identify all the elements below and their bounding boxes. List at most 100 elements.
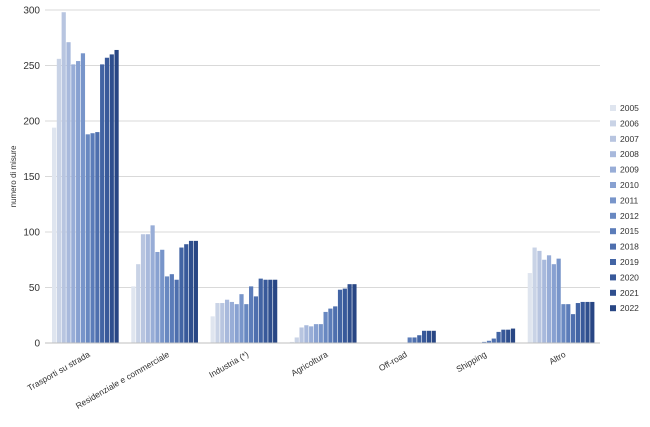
bar bbox=[546, 255, 552, 343]
legend-swatch bbox=[610, 305, 616, 312]
legend-swatch bbox=[610, 197, 616, 204]
bar bbox=[155, 251, 160, 343]
y-tick-label: 50 bbox=[29, 283, 41, 294]
y-tick-label: 300 bbox=[23, 6, 40, 17]
bar bbox=[561, 304, 566, 343]
legend-swatch bbox=[610, 259, 616, 265]
legend-swatch bbox=[610, 274, 616, 281]
y-tick-label: 250 bbox=[23, 61, 40, 72]
bars bbox=[52, 12, 595, 344]
bar bbox=[85, 134, 90, 343]
bar bbox=[224, 299, 230, 343]
bar bbox=[150, 225, 155, 343]
bar bbox=[253, 296, 259, 343]
x-category-label: Shipping bbox=[454, 349, 488, 374]
bar bbox=[318, 324, 323, 343]
bar bbox=[66, 42, 71, 343]
legend-label: 2005 bbox=[620, 103, 639, 113]
bar bbox=[215, 303, 220, 343]
bar bbox=[210, 316, 215, 343]
bar bbox=[273, 279, 278, 343]
bar bbox=[61, 12, 66, 343]
bar bbox=[417, 335, 422, 343]
bar bbox=[537, 250, 542, 343]
legend-label: 2007 bbox=[620, 134, 639, 144]
bar bbox=[333, 306, 338, 343]
bar bbox=[268, 279, 273, 343]
bar bbox=[164, 276, 170, 343]
bar bbox=[104, 57, 110, 343]
bar bbox=[313, 324, 319, 343]
bar bbox=[496, 331, 501, 343]
bar bbox=[304, 325, 309, 343]
bar bbox=[220, 303, 225, 343]
bar bbox=[542, 259, 547, 343]
bar bbox=[160, 249, 165, 343]
bar bbox=[193, 240, 198, 343]
y-axis: 0 50 100 150 200 250 300 bbox=[23, 6, 40, 350]
bar bbox=[328, 308, 333, 343]
bar bbox=[347, 284, 352, 343]
bar bbox=[229, 301, 235, 343]
bar bbox=[590, 301, 595, 343]
bar bbox=[299, 327, 304, 343]
bar bbox=[95, 132, 100, 343]
bar bbox=[239, 294, 244, 343]
bar bbox=[551, 264, 556, 343]
bar bbox=[501, 329, 506, 343]
bar bbox=[136, 264, 141, 343]
bar bbox=[174, 279, 179, 343]
bar bbox=[532, 247, 537, 343]
legend-label: 2006 bbox=[620, 118, 639, 128]
bar bbox=[566, 304, 571, 343]
bar bbox=[234, 304, 239, 343]
bar bbox=[244, 304, 249, 343]
bar bbox=[506, 329, 511, 343]
bar bbox=[342, 288, 347, 343]
bar bbox=[580, 301, 585, 343]
bar bbox=[263, 279, 268, 343]
bar bbox=[407, 337, 412, 343]
bar bbox=[76, 61, 81, 344]
y-tick-label: 0 bbox=[34, 339, 40, 350]
bar bbox=[188, 240, 194, 343]
bar bbox=[431, 330, 436, 343]
bar bbox=[527, 273, 532, 343]
bar bbox=[249, 286, 254, 343]
legend-swatch bbox=[610, 120, 616, 127]
legend-label: 2018 bbox=[620, 242, 639, 252]
bar bbox=[90, 133, 95, 343]
y-tick-label: 200 bbox=[23, 117, 40, 128]
legend-swatch bbox=[610, 105, 616, 111]
legend-swatch bbox=[610, 212, 616, 219]
bar bbox=[575, 303, 580, 343]
legend-label: 2008 bbox=[620, 149, 639, 159]
bar bbox=[337, 289, 343, 343]
x-category-label: Agricoltura bbox=[289, 349, 329, 378]
x-category-label: Trasporti su strada bbox=[26, 349, 92, 393]
legend: 2005 2006 2007 2008 2009 2010 2011 2012 2015 2018… bbox=[610, 103, 639, 313]
legend-label: 2012 bbox=[620, 211, 639, 221]
bar bbox=[100, 64, 105, 343]
bar bbox=[140, 234, 146, 343]
legend-swatch bbox=[610, 182, 616, 188]
legend-label: 2011 bbox=[620, 195, 639, 205]
bar bbox=[184, 244, 189, 343]
legend-swatch bbox=[610, 166, 616, 173]
legend-swatch bbox=[610, 151, 616, 158]
bar bbox=[426, 330, 432, 343]
legend-label: 2021 bbox=[620, 288, 639, 298]
y-tick-label: 150 bbox=[23, 172, 40, 183]
bar bbox=[179, 247, 184, 343]
bar bbox=[482, 341, 487, 343]
x-category-label: Industria (*) bbox=[207, 349, 250, 380]
bar bbox=[510, 328, 516, 343]
gridlines bbox=[45, 9, 600, 344]
legend-label: 2015 bbox=[620, 226, 639, 236]
bar bbox=[422, 330, 427, 343]
bar bbox=[486, 340, 492, 343]
bar bbox=[56, 58, 62, 344]
bar bbox=[71, 64, 76, 343]
